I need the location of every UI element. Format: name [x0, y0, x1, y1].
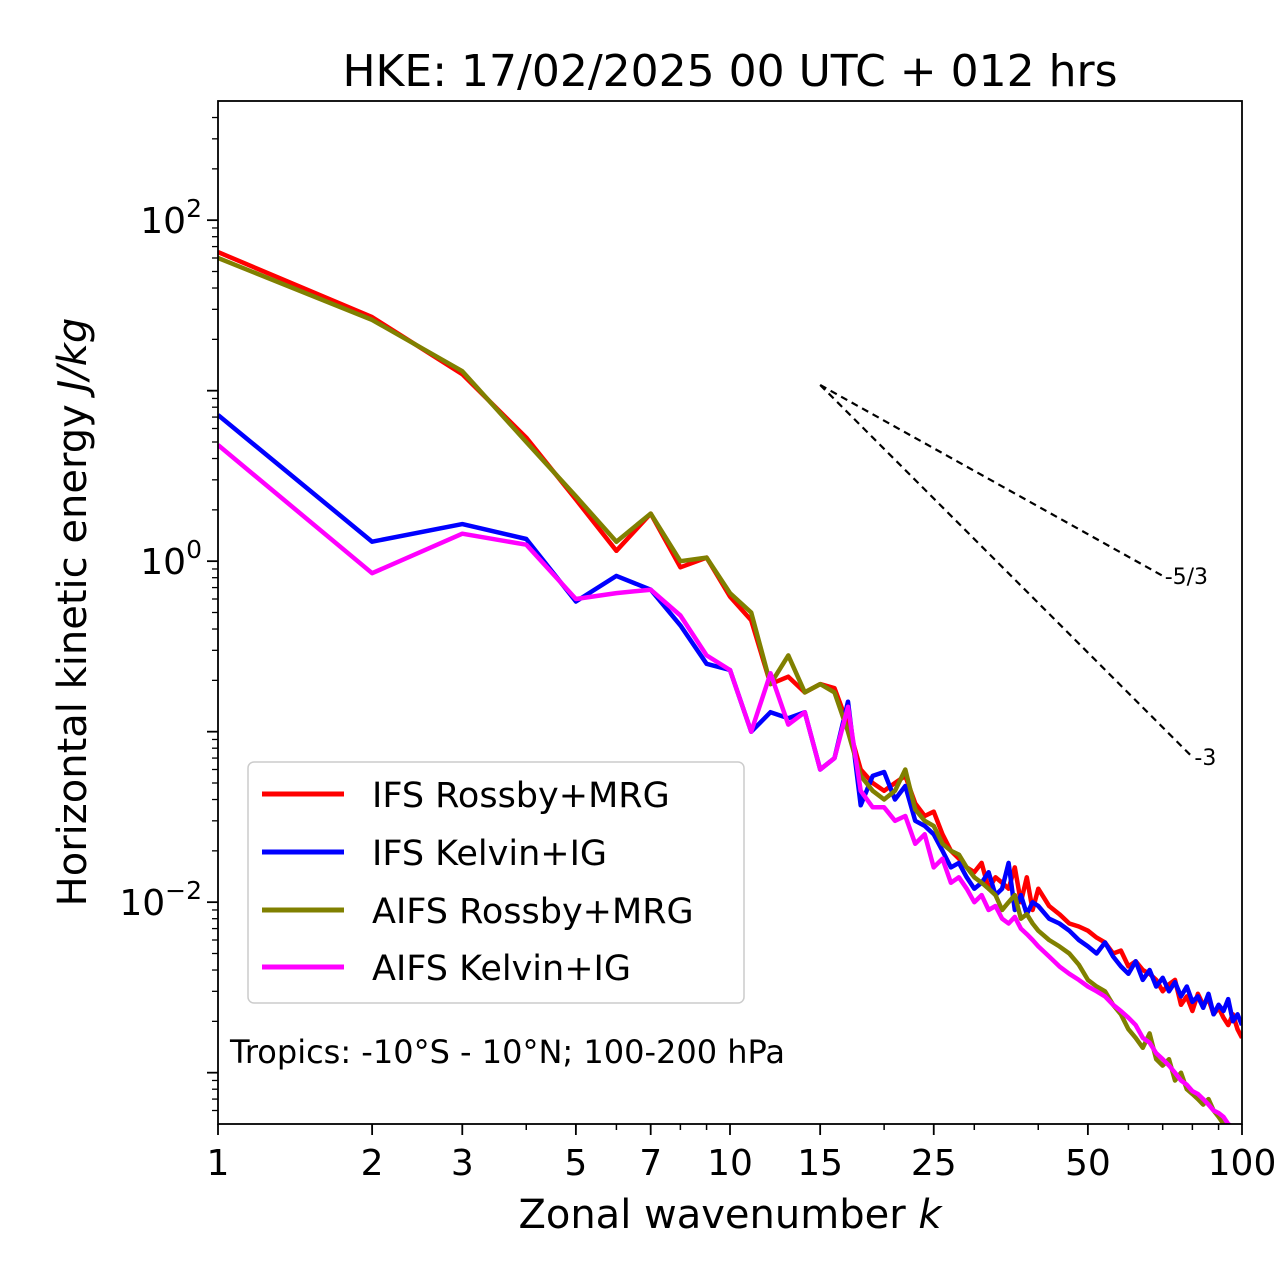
reference-label-1: -3: [1194, 746, 1216, 771]
x-axis-label-text: Zonal wavenumber: [518, 1192, 918, 1238]
x-tick-label: 10: [707, 1143, 753, 1184]
legend-label-aifs-rossby: AIFS Rossby+MRG: [372, 892, 694, 932]
legend: IFS Rossby+MRG IFS Kelvin+IG AIFS Rossby…: [247, 761, 745, 1004]
x-tick-label: 1: [207, 1143, 230, 1184]
x-axis-label: Zonal wavenumber k: [518, 1192, 943, 1238]
legend-box: [247, 761, 745, 1004]
reference-line-1: [819, 384, 1194, 758]
x-axis-ticks: 1 2 3 5 7 10 15 25 50 100: [207, 1124, 1277, 1184]
y-axis-label-text: Horizontal kinetic energy: [50, 392, 96, 907]
y-tick-label: 10−2: [119, 876, 202, 924]
x-tick-label: 15: [797, 1143, 843, 1184]
x-tick-label: 7: [639, 1143, 662, 1184]
legend-label-ifs-kelvin: IFS Kelvin+IG: [372, 834, 607, 874]
x-tick-label: 50: [1065, 1143, 1111, 1184]
x-tick-label: 3: [451, 1143, 474, 1184]
y-tick-label: 102: [140, 194, 202, 242]
reference-slopes: -5/3 -3: [819, 384, 1216, 771]
x-tick-label: 2: [361, 1143, 384, 1184]
series-layer: [218, 250, 1242, 1124]
y-axis-ticks: 102 100 10−2: [119, 116, 218, 1112]
x-tick-label: 100: [1208, 1143, 1277, 1184]
reference-label-0: -5/3: [1165, 565, 1208, 590]
reference-line-0: [819, 384, 1164, 577]
legend-label-aifs-kelvin: AIFS Kelvin+IG: [372, 949, 631, 989]
x-axis-label-symbol: k: [918, 1192, 943, 1238]
series-line-3: [218, 443, 1233, 1124]
y-axis-label-unit: J/kg: [50, 318, 96, 399]
series-line-1: [218, 413, 1242, 1026]
x-tick-label: 25: [911, 1143, 957, 1184]
x-tick-label: 5: [564, 1143, 587, 1184]
y-tick-label: 100: [140, 535, 202, 583]
y-axis-label: Horizontal kinetic energy J/kg: [50, 318, 96, 907]
chart-title: HKE: 17/02/2025 00 UTC + 012 hrs: [342, 46, 1117, 97]
region-annotation: Tropics: -10°S - 10°N; 100-200 hPa: [229, 1033, 785, 1071]
legend-label-ifs-rossby: IFS Rossby+MRG: [372, 776, 670, 816]
